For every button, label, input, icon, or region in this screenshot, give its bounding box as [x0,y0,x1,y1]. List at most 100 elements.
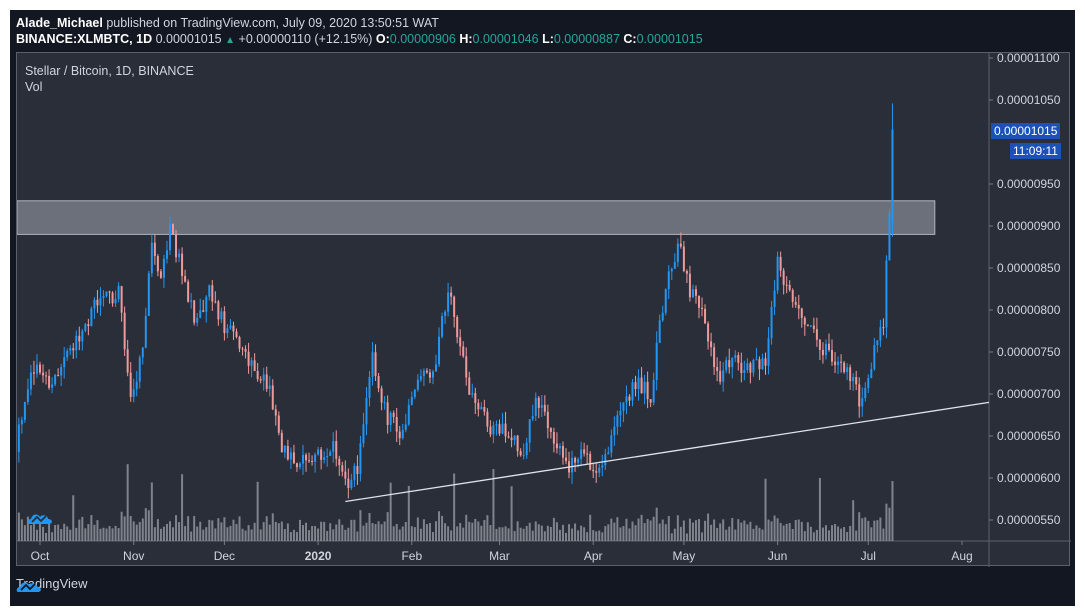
candle-down [468,377,471,395]
candle-down [827,343,830,351]
volume-bar [462,527,465,541]
chart-panel[interactable]: 0.00001100 0.00001050 0.00000950 0.00000900… [16,52,1071,567]
candle-up [435,364,438,372]
candle-down [516,435,519,452]
candle-up [190,300,193,302]
volume-bar [214,528,217,541]
resistance-zone[interactable] [17,200,936,235]
volume-bar [661,519,664,541]
candle-up [444,311,447,317]
candle-down [356,466,359,474]
candle-up [362,424,365,444]
candle-up [824,343,827,356]
candle-up [879,327,882,341]
candle-up [150,242,153,274]
candle-up [326,455,329,458]
volume-bar [45,533,48,541]
volume-bar [78,519,81,541]
candle-down [679,243,682,247]
candle-up [196,317,199,323]
candle-down [537,397,540,408]
volume-bar [220,522,223,541]
candle-up [652,379,655,403]
volume-bar [710,524,713,541]
candle-down [555,443,558,449]
volume-bar [205,527,208,541]
volume-bar [416,517,419,541]
volume-bar [855,530,858,541]
volume-bar [72,495,75,541]
candle-down [698,295,701,308]
volume-bar [301,525,304,541]
chart-snapshot-frame: Alade_Michael published on TradingView.c… [10,10,1075,606]
chart-legend: Stellar / Bitcoin, 1D, BINANCE Vol [25,63,194,95]
volume-bar [383,521,386,541]
candle-down [779,256,782,271]
volume-bar [516,521,519,541]
candle-up [410,396,413,405]
candle-up [17,424,20,452]
volume-bar [755,525,758,541]
volume-bar [770,521,773,541]
candle-down [271,385,274,410]
candle-up [616,415,619,427]
last-price-tag: 0.00001015 [991,123,1061,139]
candle-down [87,324,90,327]
volume-bar [102,527,105,541]
volume-bar [716,527,719,541]
candle-down [716,367,719,371]
candle-up [471,393,474,395]
candle-up [413,389,416,397]
volume-bar [773,515,776,541]
candle-up [54,375,57,385]
candle-up [69,348,72,351]
support-trendline[interactable] [345,401,990,503]
price-chart[interactable]: 0.00001100 0.00001050 0.00000950 0.00000900… [17,53,1071,567]
volume-bar [885,503,888,541]
candle-up [23,402,26,420]
volume-indicator-label[interactable]: Vol [25,80,43,94]
volume-bar [256,481,259,541]
volume-bar [181,474,184,541]
candle-up [752,360,755,373]
author-name[interactable]: Alade_Michael [16,16,103,30]
volume-bar [679,526,682,541]
candle-down [701,307,704,309]
candle-down [812,325,815,330]
volume-bar [235,523,238,541]
volume-bar [153,527,156,541]
candle-down [305,454,308,461]
candle-down [108,291,111,293]
candle-up [401,429,404,439]
volume-bar [425,524,428,541]
volume-bar [187,516,190,541]
candle-up [262,374,265,381]
volume-bar [105,528,108,541]
volume-bar [861,518,864,541]
volume-bar [486,515,489,541]
y-tick-label: 0.00000600 [997,471,1061,485]
candle-down [308,460,311,462]
volume-bar [713,519,716,541]
candle-up [767,338,770,366]
candle-up [359,443,362,474]
volume-bar [510,486,513,541]
volume-bar [634,525,637,541]
volume-bar [555,522,558,541]
volume-bar [23,525,26,541]
candle-down [815,329,818,340]
volume-bar [504,526,507,541]
candle-up [891,129,894,221]
volume-bar [619,527,622,541]
volume-bar [283,529,286,541]
volume-bar [827,530,830,541]
candle-up [422,370,425,376]
volume-bar [54,525,57,541]
volume-bar [244,530,247,541]
volume-bar [534,521,537,541]
volume-bar [48,520,51,541]
candle-down [546,411,549,429]
candle-up [404,424,407,430]
candle-up [371,352,374,377]
candle-up [870,369,873,379]
